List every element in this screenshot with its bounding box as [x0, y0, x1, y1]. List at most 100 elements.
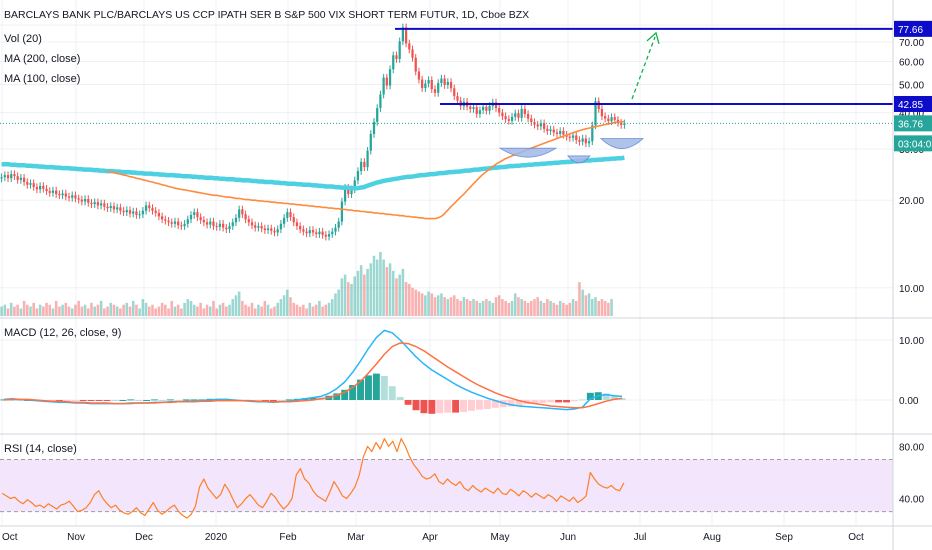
candle-body [80, 199, 83, 202]
volume-bar [568, 302, 572, 316]
candle-body [498, 108, 501, 113]
volume-bar [469, 300, 472, 316]
candle-body [263, 228, 266, 231]
rsi-label[interactable]: RSI (14, close) [4, 443, 77, 455]
macd-histogram-bar [420, 400, 428, 414]
indicator-ma200-label[interactable]: MA (200, close) [4, 53, 80, 65]
macd-histogram-bar [460, 400, 468, 412]
macd-label[interactable]: MACD (12, 26, close, 9) [4, 327, 121, 339]
candle-body [42, 185, 45, 189]
candle-body [523, 108, 527, 114]
macd-histogram-bar [357, 379, 365, 400]
volume-bar [170, 300, 174, 316]
volume-bar [51, 308, 55, 316]
x-tick-label: Feb [279, 532, 297, 543]
volume-bar [19, 308, 23, 316]
candle-body [221, 223, 225, 228]
volume-bar [29, 306, 32, 316]
candle-body [119, 207, 122, 211]
x-tick-label: Jun [560, 532, 576, 543]
volume-bar [546, 299, 549, 316]
price-tick-label: 20.00 [899, 196, 924, 207]
candle-body [132, 211, 135, 214]
candle-body [559, 131, 562, 134]
volume-bar [330, 299, 334, 316]
macd-panel [0, 329, 626, 414]
candle-body [581, 138, 584, 142]
volume-bar [549, 300, 552, 316]
macd-histogram-bar [111, 400, 119, 401]
volume-bar [347, 282, 350, 316]
volume-bar [536, 297, 540, 316]
volume-bar [363, 274, 366, 316]
volume-bar [581, 289, 584, 316]
candle-body [10, 174, 13, 179]
candle-body [318, 231, 321, 235]
volume-bar [173, 306, 177, 316]
candle-body [398, 41, 401, 59]
volume-bar [375, 259, 379, 316]
volume-bar [35, 308, 39, 316]
candle-body [205, 222, 209, 225]
macd-histogram-bar [436, 400, 444, 414]
volume-bar [562, 302, 565, 316]
rsi-band [0, 459, 893, 512]
volume-bar [308, 302, 312, 316]
candle-body [292, 217, 295, 223]
candle-body [61, 193, 64, 196]
volume-bar [430, 293, 434, 316]
overlays [0, 27, 893, 220]
candle-body [87, 198, 90, 203]
candle-body [568, 136, 571, 138]
volume-bar [237, 291, 241, 316]
volume-bar [80, 306, 84, 316]
macd-histogram-bar [95, 400, 103, 401]
volume-bar [260, 306, 263, 316]
candle-body [539, 123, 543, 127]
macd-histogram-bar [190, 399, 198, 401]
macd-histogram-bar [333, 393, 341, 400]
candle-body [186, 219, 189, 224]
indicator-ma100-label[interactable]: MA (100, close) [4, 73, 80, 85]
candle-body [26, 182, 29, 185]
volume-bar [295, 304, 299, 316]
candle-body [151, 208, 154, 211]
candle-body [327, 234, 331, 237]
candle-body [347, 187, 350, 195]
candle-body [22, 177, 26, 183]
volume-bar [327, 302, 331, 316]
candle-body [424, 83, 427, 89]
volume-bar [382, 259, 385, 316]
candle-body [177, 221, 180, 226]
candle-body [157, 212, 161, 217]
badge-resistance-neck: 42.85 [898, 100, 923, 111]
volume-bar [228, 304, 231, 316]
badge-last-price: 36.76 [898, 119, 923, 130]
volume-bar [199, 302, 202, 316]
volume-bar [244, 304, 247, 316]
candle-body [247, 219, 250, 223]
candle-body [555, 132, 559, 134]
volume-bar [574, 300, 578, 316]
volume-bar [106, 306, 109, 316]
ma200-line [1, 155, 625, 191]
macd-histogram-bar [547, 400, 555, 403]
volume-bar [427, 291, 430, 316]
indicator-volume-label[interactable]: Vol (20) [4, 33, 42, 45]
volume-bar [269, 308, 273, 316]
macd-histogram-bar [158, 400, 166, 401]
badge-last-price-bg [894, 115, 932, 132]
macd-histogram-bar [0, 399, 8, 401]
volume-bar [250, 302, 254, 316]
candle-body [417, 71, 421, 80]
candle-body [45, 188, 48, 192]
candle-body [433, 89, 437, 93]
volume-bar [600, 299, 604, 316]
volume-bar [465, 299, 469, 316]
candle-body [475, 107, 478, 114]
candle-body [250, 222, 254, 226]
x-tick-label: Sep [775, 532, 793, 543]
macd-histogram-bar [372, 373, 380, 400]
volume-bar [125, 302, 129, 316]
